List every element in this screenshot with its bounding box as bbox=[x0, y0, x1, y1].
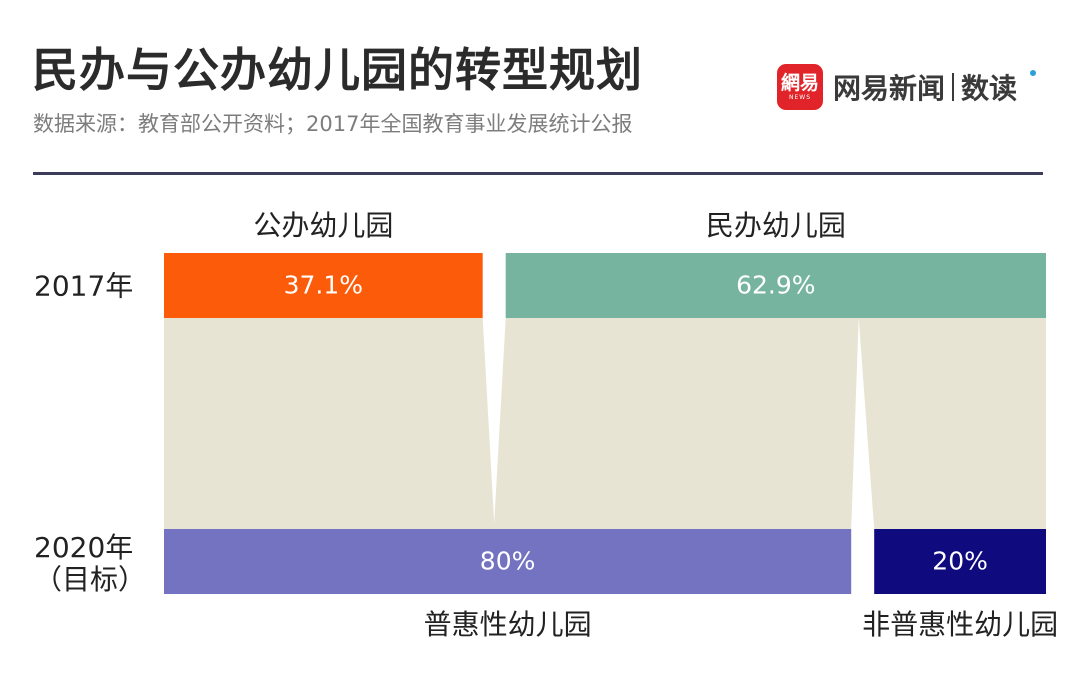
page-title: 民办与公办幼儿园的转型规划 bbox=[32, 43, 643, 97]
logo-glyph: 網易 bbox=[780, 71, 819, 94]
brand-accent-dot bbox=[1030, 70, 1036, 76]
brand-block: 網易 NEWS 网易新闻 数读 bbox=[777, 62, 1017, 112]
row-label-0-line-0: 2017年 bbox=[34, 270, 133, 303]
category-label-bottom-1: 非普惠性幼儿园 bbox=[862, 608, 1058, 641]
category-label-top-0: 公办幼儿园 bbox=[253, 209, 393, 242]
bar-value-label-1-0: 80% bbox=[480, 547, 536, 576]
bar-value-label-1-1: 20% bbox=[932, 547, 988, 576]
netease-news-logo: 網易 NEWS bbox=[777, 64, 823, 110]
brand-name: 网易新闻 bbox=[833, 72, 946, 105]
category-label-top-1: 民办幼儿园 bbox=[706, 209, 846, 242]
brand-separator bbox=[952, 73, 955, 101]
header-divider bbox=[33, 172, 1043, 175]
row-label-1-line-0: 2020年 bbox=[34, 531, 133, 564]
bar-segment-0-1 bbox=[505, 253, 1047, 318]
data-source-note: 数据来源：教育部公开资料；2017年全国教育事业发展统计公报 bbox=[33, 112, 633, 136]
logo-news-text: NEWS bbox=[788, 93, 812, 101]
category-label-bottom-0: 普惠性幼儿园 bbox=[424, 608, 592, 641]
flow-gap-wedge-bottom bbox=[851, 318, 875, 529]
bar-segment-1-0 bbox=[164, 529, 852, 594]
brand-column-name: 数读 bbox=[961, 72, 1018, 105]
flow-area bbox=[164, 318, 1046, 529]
bar-value-label-0-1: 62.9% bbox=[736, 271, 815, 300]
bar-segment-1-1 bbox=[874, 529, 1046, 594]
bar-segment-0-0 bbox=[164, 253, 483, 318]
row-label-1-line-1: （目标） bbox=[34, 563, 146, 596]
bar-value-label-0-0: 37.1% bbox=[284, 271, 363, 300]
flow-gap-wedge-top bbox=[482, 318, 506, 523]
